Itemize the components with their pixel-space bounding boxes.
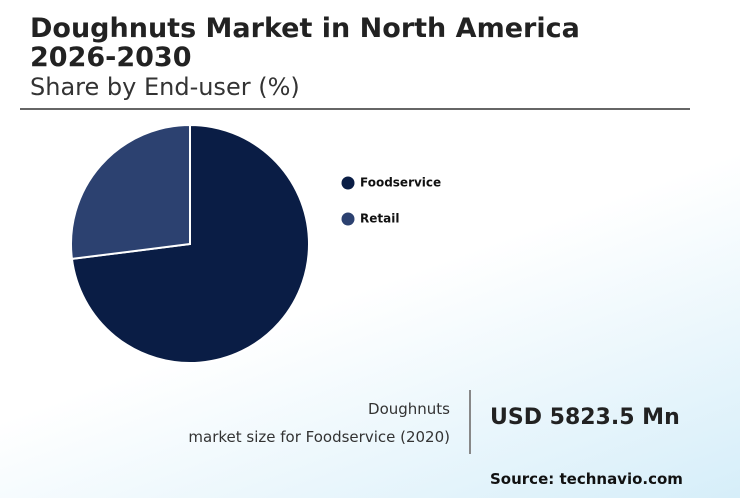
legend-label: Retail [360,212,399,226]
callout-label: Doughnuts [368,400,450,418]
legend-marker [341,176,355,190]
legend-marker [341,212,355,226]
pie-slice [70,123,191,261]
separator [469,390,471,454]
source: Source: technavio.com [490,470,683,488]
callout-label: market size for Foodservice (2020) [188,428,450,446]
divider [20,108,690,110]
chart-title: Doughnuts Market in North America 2026-2… [30,13,580,73]
chart-subtitle: Share by End-user (%) [30,73,300,101]
legend: Foodservice Retail [341,176,441,226]
callout-value: USD 5823.5 Mn [490,405,680,430]
legend-label: Foodservice [360,176,441,190]
